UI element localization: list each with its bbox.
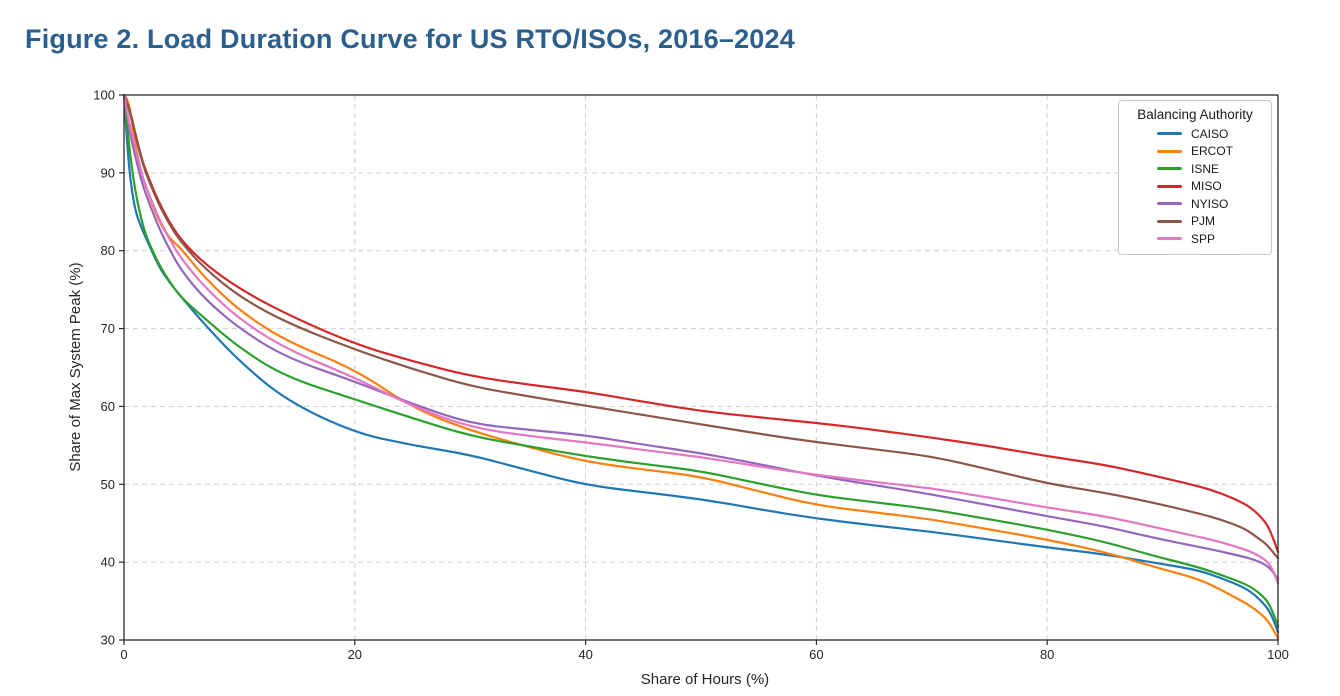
axes: 30 40 50 60 70 80 90 100 0 20 40 60 80 100 (93, 88, 1289, 663)
y-tick-label: 80 (101, 243, 115, 258)
legend-label: NYISO (1191, 196, 1229, 211)
curve-spp (122, 93, 1280, 585)
curve-nyiso (122, 93, 1280, 581)
legend-swatch-miso (1157, 184, 1182, 188)
legend-item-pjm: PJM (1125, 213, 1265, 231)
legend-title: Balancing Authority (1137, 107, 1253, 122)
legend-swatch-caiso (1157, 132, 1182, 136)
x-tick-label: 0 (120, 647, 127, 662)
y-tick-label: 70 (101, 321, 115, 336)
x-tick-label: 100 (1267, 647, 1289, 662)
curve-miso (122, 93, 1280, 554)
x-tick-label: 40 (578, 647, 592, 662)
legend-item-spp: SPP (1125, 230, 1265, 248)
legend: Balancing Authority CAISO ERCOT ISNE MISO NY… (1118, 100, 1272, 255)
legend-swatch-isne (1157, 167, 1182, 171)
curves (122, 93, 1280, 640)
legend-swatch-nyiso (1157, 202, 1182, 206)
y-tick-label: 100 (93, 88, 115, 103)
curve-isne (122, 93, 1280, 628)
y-tick-label: 50 (101, 477, 115, 492)
figure-title: Figure 2. Load Duration Curve for US RTO… (25, 24, 795, 55)
y-tick-label: 60 (101, 399, 115, 414)
legend-label: CAISO (1191, 126, 1229, 141)
legend-label: PJM (1191, 214, 1215, 229)
y-tick-label: 40 (101, 555, 115, 570)
x-tick-label: 80 (1040, 647, 1054, 662)
y-tick-label: 30 (101, 633, 115, 648)
x-tick-label: 20 (348, 647, 362, 662)
legend-item-isne: ISNE (1125, 160, 1265, 178)
y-tick-label: 90 (101, 165, 115, 180)
legend-item-nyiso: NYISO (1125, 195, 1265, 213)
x-tick-label: 60 (809, 647, 823, 662)
legend-swatch-pjm (1157, 219, 1182, 223)
legend-item-caiso: CAISO (1125, 125, 1265, 143)
legend-item-miso: MISO (1125, 178, 1265, 196)
legend-label: ISNE (1191, 161, 1220, 176)
legend-label: SPP (1191, 231, 1216, 246)
curve-ercot (122, 93, 1280, 640)
gridlines (123, 94, 1279, 641)
legend-label: MISO (1191, 179, 1222, 194)
legend-label: ERCOT (1191, 144, 1233, 159)
legend-swatch-spp (1157, 237, 1182, 241)
y-axis-label: Share of Max System Peak (%) (67, 262, 84, 471)
plot-border (123, 94, 1279, 641)
x-axis-label: Share of Hours (%) (641, 671, 769, 688)
legend-swatch-ercot (1157, 149, 1182, 153)
legend-item-ercot: ERCOT (1125, 143, 1265, 161)
curve-pjm (122, 93, 1280, 560)
